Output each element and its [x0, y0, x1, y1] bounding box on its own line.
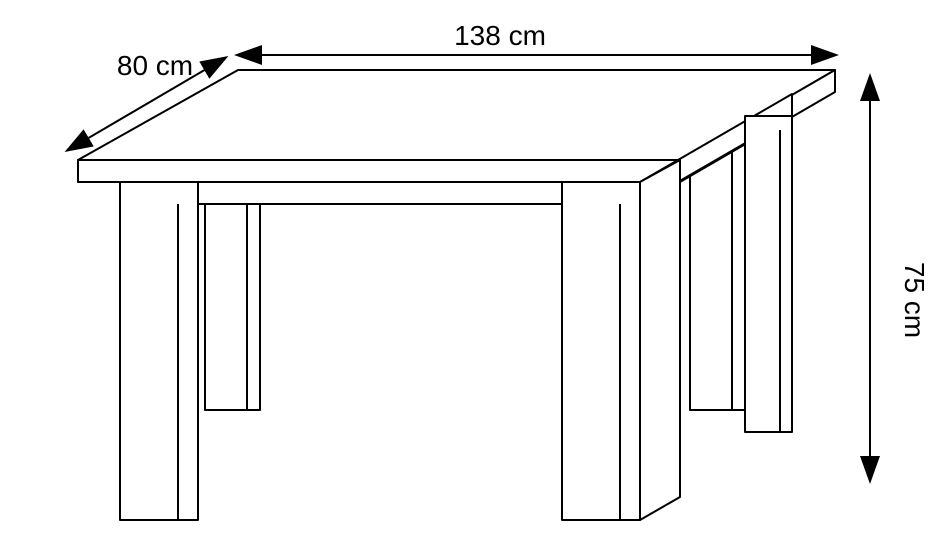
table-drawing: [78, 70, 835, 520]
dimension-width: 138 cm: [238, 20, 835, 55]
dimension-depth-label: 80 cm: [117, 50, 193, 81]
dimension-width-label: 138 cm: [454, 20, 546, 51]
front-right-leg-side: [640, 160, 680, 520]
dimension-height: 75 cm: [870, 77, 930, 480]
front-left-leg: [120, 182, 198, 520]
table-diagram: 138 cm 80 cm 75 cm: [0, 0, 933, 560]
front-right-leg: [562, 182, 640, 520]
back-right-leg-visible: [745, 116, 792, 432]
dimension-height-label: 75 cm: [899, 262, 930, 338]
